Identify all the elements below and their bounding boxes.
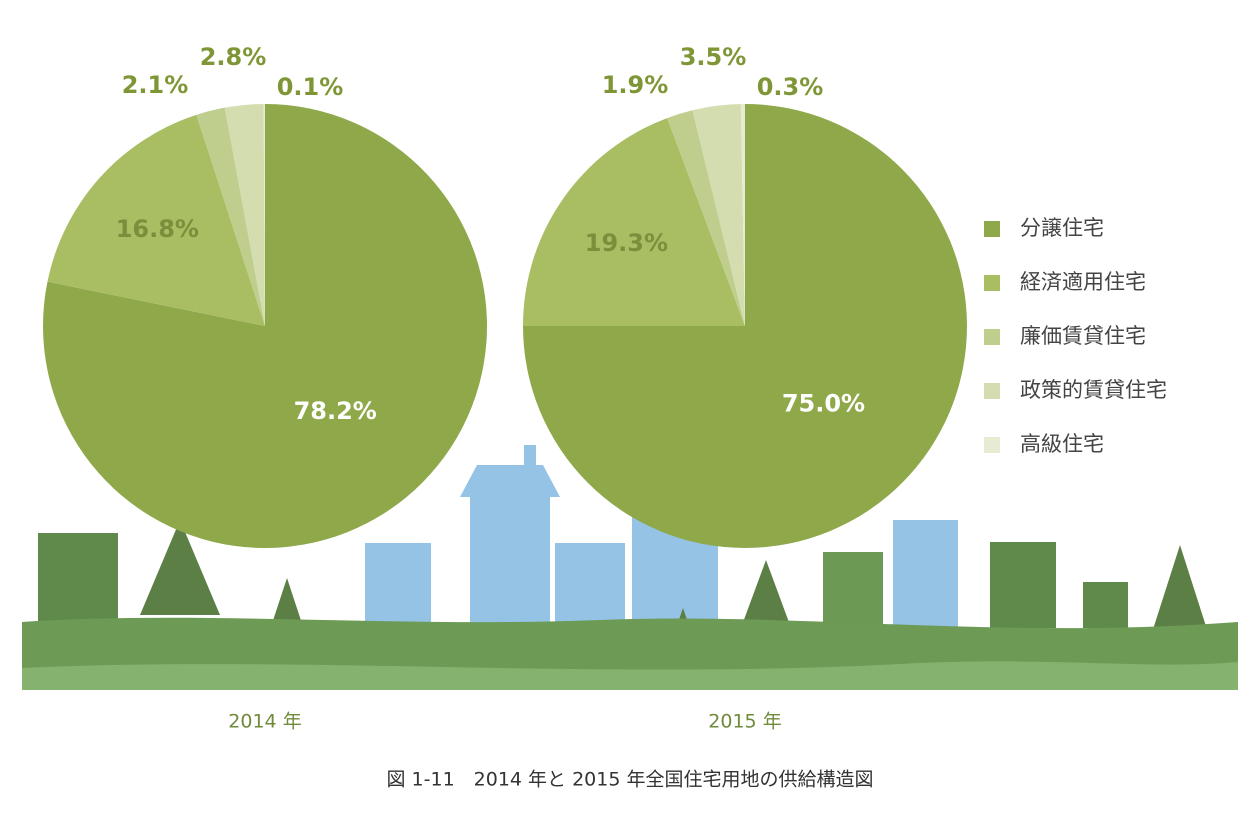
legend-swatch (984, 329, 1000, 345)
data-label: 0.3% (757, 73, 824, 101)
data-label: 1.9% (602, 71, 669, 99)
pie-slice (47, 114, 265, 327)
pie-slice (692, 104, 745, 327)
pie-slice (224, 104, 265, 326)
caption: 図 1-11 2014 年と 2015 年全国住宅用地の供給構造図 (387, 769, 874, 791)
pie-slice (667, 110, 745, 326)
legend-label: 政策的賃貸住宅 (1020, 378, 1167, 402)
pie-title: 2015 年 (708, 711, 781, 733)
data-label: 78.2% (294, 397, 377, 425)
legend-swatch (984, 221, 1000, 237)
legend-swatch (984, 275, 1000, 291)
data-label: 19.3% (585, 229, 668, 257)
pie-slice (196, 107, 265, 326)
legend-swatch (984, 383, 1000, 399)
legend-label: 経済適用住宅 (1020, 270, 1146, 294)
pie-title: 2014 年 (228, 711, 301, 733)
legend-label: 廉価賃貸住宅 (1020, 324, 1146, 348)
data-label: 75.0% (782, 389, 865, 417)
pie-slice (263, 104, 265, 326)
data-label: 0.1% (277, 73, 344, 101)
data-label: 2.8% (200, 43, 267, 71)
legend-swatch (984, 437, 1000, 453)
data-label: 16.8% (116, 215, 199, 243)
pie-slice (523, 118, 745, 326)
pie-slice (740, 104, 745, 326)
data-label: 2.1% (122, 71, 189, 99)
legend-label: 分譲住宅 (1020, 216, 1104, 240)
data-label: 3.5% (680, 43, 747, 71)
legend-label: 高級住宅 (1020, 432, 1104, 456)
